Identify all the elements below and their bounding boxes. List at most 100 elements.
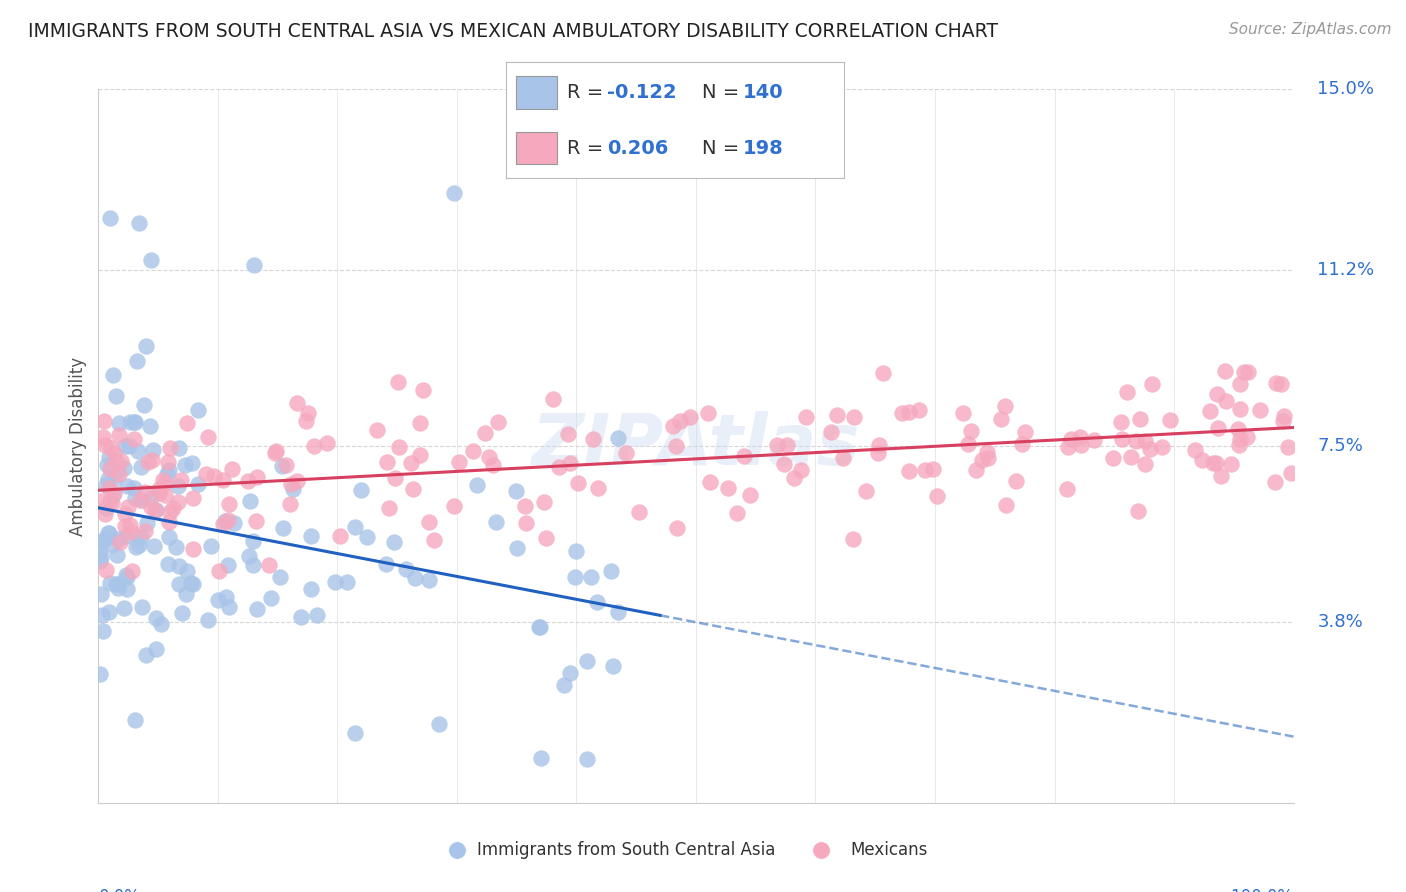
- Point: [423, 533, 446, 547]
- Point: [810, 842, 832, 856]
- Point: [173, 458, 195, 473]
- Point: [215, 590, 238, 604]
- Point: [187, 476, 209, 491]
- Point: [107, 576, 129, 591]
- Text: IMMIGRANTS FROM SOUTH CENTRAL ASIA VS MEXICAN AMBULATORY DISABILITY CORRELATION : IMMIGRANTS FROM SOUTH CENTRAL ASIA VS ME…: [28, 22, 998, 41]
- Point: [181, 576, 204, 591]
- Point: [124, 541, 146, 555]
- Point: [135, 648, 157, 662]
- Point: [124, 415, 146, 429]
- Point: [131, 492, 153, 507]
- Point: [174, 587, 197, 601]
- Point: [908, 403, 931, 417]
- Point: [221, 462, 243, 476]
- Bar: [516, 77, 557, 109]
- Point: [159, 441, 181, 455]
- Point: [418, 515, 440, 529]
- Point: [153, 476, 176, 491]
- Point: [200, 539, 222, 553]
- Point: [217, 513, 239, 527]
- Point: [1206, 421, 1229, 435]
- Point: [89, 667, 111, 681]
- Point: [181, 491, 204, 505]
- Point: [122, 432, 145, 446]
- Bar: [516, 132, 557, 164]
- Point: [264, 446, 287, 460]
- Point: [112, 600, 135, 615]
- Point: [765, 438, 787, 452]
- Y-axis label: Ambulatory Disability: Ambulatory Disability: [69, 357, 87, 535]
- Point: [1139, 442, 1161, 456]
- Point: [486, 416, 509, 430]
- Point: [1264, 376, 1286, 390]
- Point: [952, 406, 974, 420]
- Point: [162, 501, 184, 516]
- Point: [533, 495, 555, 509]
- Point: [89, 587, 111, 601]
- Point: [1011, 437, 1033, 451]
- Point: [136, 455, 159, 469]
- Point: [395, 562, 418, 576]
- Point: [115, 582, 138, 596]
- Point: [1233, 365, 1256, 379]
- Text: 100.0%: 100.0%: [1230, 888, 1294, 892]
- Point: [218, 497, 240, 511]
- Point: [132, 398, 155, 412]
- Point: [94, 438, 117, 452]
- Point: [107, 416, 129, 430]
- Point: [180, 576, 202, 591]
- Point: [281, 482, 304, 496]
- Point: [307, 608, 329, 623]
- Point: [103, 446, 125, 460]
- Point: [1056, 482, 1078, 496]
- Point: [93, 414, 115, 428]
- Point: [725, 506, 748, 520]
- Point: [505, 483, 527, 498]
- Point: [148, 486, 170, 500]
- Point: [153, 488, 176, 502]
- Point: [374, 557, 396, 571]
- Point: [820, 425, 842, 440]
- Point: [112, 461, 135, 475]
- Point: [97, 450, 120, 464]
- Point: [775, 438, 797, 452]
- Point: [994, 498, 1017, 512]
- Point: [560, 456, 582, 470]
- Point: [965, 463, 987, 477]
- Point: [302, 439, 325, 453]
- Point: [541, 392, 564, 406]
- Point: [117, 479, 139, 493]
- Text: Source: ZipAtlas.com: Source: ZipAtlas.com: [1229, 22, 1392, 37]
- Point: [1083, 433, 1105, 447]
- Point: [344, 726, 367, 740]
- Point: [104, 389, 127, 403]
- Point: [1133, 458, 1156, 472]
- Point: [299, 529, 322, 543]
- Point: [131, 600, 153, 615]
- Point: [187, 402, 209, 417]
- Point: [1202, 456, 1225, 470]
- Point: [536, 531, 558, 545]
- Point: [1126, 504, 1149, 518]
- Point: [128, 538, 150, 552]
- Point: [1159, 412, 1181, 426]
- Point: [98, 605, 121, 619]
- Point: [582, 432, 605, 446]
- Point: [118, 415, 141, 429]
- Point: [1184, 443, 1206, 458]
- Point: [782, 471, 804, 485]
- Point: [134, 485, 156, 500]
- Point: [170, 474, 193, 488]
- Point: [443, 499, 465, 513]
- Point: [101, 538, 124, 552]
- Point: [195, 467, 218, 481]
- Point: [548, 460, 571, 475]
- Point: [176, 416, 198, 430]
- Point: [412, 383, 434, 397]
- Text: N =: N =: [702, 83, 745, 102]
- Point: [898, 405, 921, 419]
- Point: [176, 564, 198, 578]
- Point: [197, 613, 219, 627]
- Point: [103, 488, 125, 502]
- Point: [169, 558, 191, 573]
